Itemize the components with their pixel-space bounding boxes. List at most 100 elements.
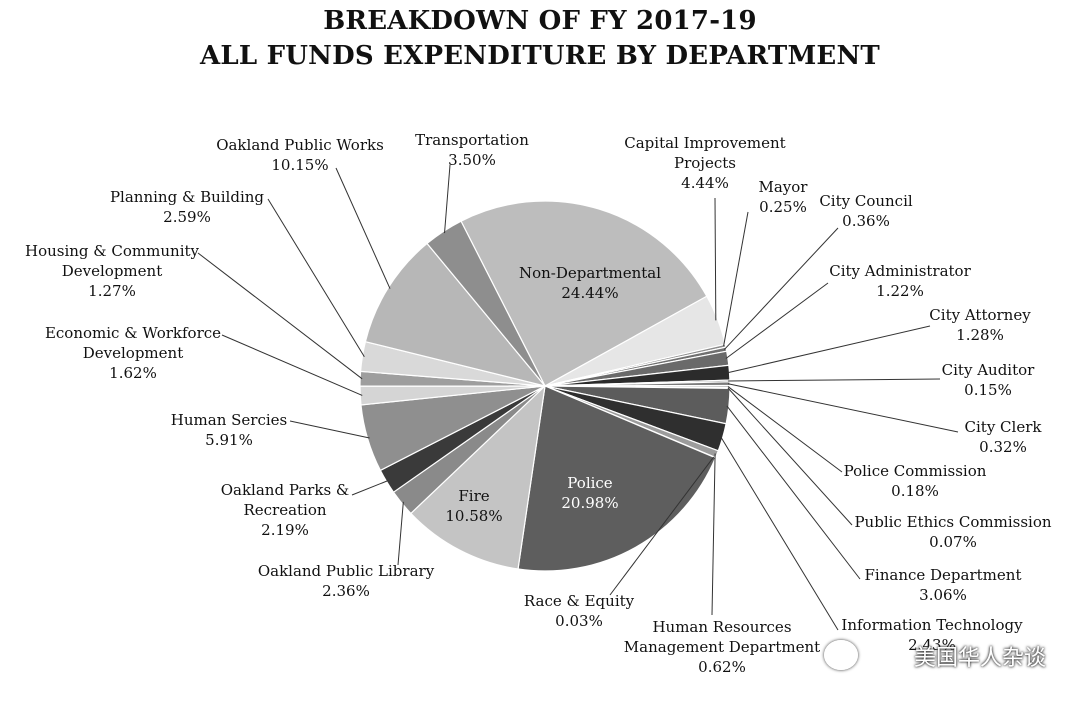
slice-label-human-sercies: Human Sercies 5.91%: [171, 411, 287, 449]
leader-line-housing-community-development: [197, 252, 363, 380]
leader-line-city-clerk: [727, 383, 959, 433]
slice-label-line: 1.22%: [876, 282, 924, 300]
slice-label-line: City Administrator: [829, 262, 971, 280]
slice-label-line: 0.07%: [929, 533, 977, 551]
slice-label-line: Development: [62, 262, 162, 280]
slice-label-line: Police: [567, 474, 613, 492]
leader-line-city-council: [723, 227, 839, 350]
slice-label-line: Management Department: [624, 638, 820, 656]
slice-label-line: 3.50%: [448, 151, 496, 169]
slice-label-human-resources-management-department: Human Resources Management Department 0.62…: [624, 618, 820, 676]
leader-line-public-ethics-commission: [727, 387, 853, 526]
slice-label-line: 20.98%: [561, 494, 618, 512]
slice-label-transportation: Transportation 3.50%: [415, 131, 529, 169]
leader-line-city-attorney: [727, 325, 931, 374]
leader-line-capital-improvement-projects: [714, 197, 717, 321]
slice-label-line: 1.27%: [88, 282, 136, 300]
wechat-icon: [824, 640, 858, 670]
slice-label-line: 2.59%: [163, 208, 211, 226]
slice-label-line: Economic & Workforce: [45, 324, 221, 342]
leader-line-oakland-public-library: [397, 501, 404, 566]
slice-label-planning-building: Planning & Building 2.59%: [110, 188, 264, 226]
slice-label-line: 2.43%: [908, 636, 956, 654]
slice-label-line: Finance Department: [865, 566, 1022, 584]
watermark-text: 美国华人杂谈: [913, 646, 1046, 671]
slice-label-line: City Auditor: [942, 361, 1035, 379]
chart-subtitle: ALL FUNDS EXPENDITURE BY DEPARTMENT: [200, 41, 880, 71]
slice-label-line: Human Sercies: [171, 411, 287, 429]
pie-slice-non-departmental: [460, 200, 708, 387]
slice-label-line: Mayor: [759, 178, 809, 196]
pie-slice-fire: [410, 384, 546, 570]
pie-slices: [359, 200, 731, 572]
slice-label-line: Non-Departmental: [519, 264, 661, 282]
slice-label-housing-community-development: Housing & Community Development 1.27%: [25, 242, 200, 300]
slice-label-fire: Fire 10.58%: [445, 487, 502, 525]
slice-label-line: Development: [83, 344, 183, 362]
slice-label-line: Capital Improvement: [624, 134, 785, 152]
chart-title: BREAKDOWN OF FY 2017-19: [323, 6, 757, 36]
slice-label-line: 10.58%: [445, 507, 502, 525]
slice-label-city-attorney: City Attorney 1.28%: [929, 306, 1031, 344]
slice-label-city-clerk: City Clerk 0.32%: [965, 418, 1043, 456]
slice-label-public-ethics-commission: Public Ethics Commission 0.07%: [854, 513, 1051, 551]
slice-label-police-commission: Police Commission 0.18%: [844, 462, 987, 500]
slice-label-line: Oakland Parks &: [221, 481, 350, 499]
slice-label-line: 0.36%: [842, 212, 890, 230]
pie-slice-oakland-public-works: [364, 242, 547, 388]
slice-label-line: Projects: [674, 154, 736, 172]
slice-label-city-auditor: City Auditor 0.15%: [942, 361, 1035, 399]
leader-line-finance-department: [726, 405, 861, 580]
leader-line-economic-workforce-development: [221, 334, 363, 396]
slice-label-capital-improvement-projects: Capital Improvement Projects 4.44%: [624, 134, 785, 192]
slice-label-line: Public Ethics Commission: [854, 513, 1051, 531]
slice-label-line: 0.32%: [979, 438, 1027, 456]
slice-label-line: Transportation: [415, 131, 529, 149]
slice-label-city-council: City Council 0.36%: [819, 192, 913, 230]
slice-label-line: 0.62%: [698, 658, 746, 676]
slice-label-oakland-parks-recreation: Oakland Parks & Recreation 2.19%: [221, 481, 350, 539]
leader-line-city-auditor: [727, 378, 941, 382]
leader-line-planning-building: [267, 198, 365, 358]
slice-label-finance-department: Finance Department 3.06%: [865, 566, 1022, 604]
pie-slice-transportation: [426, 220, 546, 387]
slice-label-line: Oakland Public Works: [216, 136, 384, 154]
slice-label-line: 4.44%: [681, 174, 729, 192]
slice-label-line: Police Commission: [844, 462, 987, 480]
leader-line-police-commission: [727, 386, 843, 473]
slice-label-line: 24.44%: [561, 284, 618, 302]
slice-label-line: 0.15%: [964, 381, 1012, 399]
slice-label-line: 3.06%: [919, 586, 967, 604]
slice-label-line: City Clerk: [965, 418, 1043, 436]
slice-label-non-departmental: Non-Departmental 24.44%: [519, 264, 661, 302]
slice-label-line: 1.62%: [109, 364, 157, 382]
slice-label-line: Oakland Public Library: [258, 562, 435, 580]
slice-label-race-equity: Race & Equity 0.03%: [524, 592, 635, 630]
slice-label-line: 1.28%: [956, 326, 1004, 344]
slice-label-line: 0.25%: [759, 198, 807, 216]
leader-line-city-administrator: [725, 282, 829, 359]
pie-slice-police: [517, 385, 717, 572]
slice-label-line: Housing & Community: [25, 242, 200, 260]
slice-label-line: 5.91%: [205, 431, 253, 449]
slice-label-economic-workforce-development: Economic & Workforce Development 1.62%: [45, 324, 221, 382]
leader-line-race-equity: [609, 456, 715, 596]
slice-label-mayor: Mayor 0.25%: [759, 178, 809, 216]
slice-label-line: 2.19%: [261, 521, 309, 539]
slice-label-line: Human Resources: [652, 618, 791, 636]
slice-label-information-technology: Information Technology 2.43%: [841, 616, 1023, 654]
slice-labels: Non-Departmental 24.44% Capital Improvemen…: [25, 131, 1052, 676]
slice-label-line: Fire: [458, 487, 489, 505]
slice-label-line: 0.18%: [891, 482, 939, 500]
slice-label-line: Information Technology: [841, 616, 1023, 634]
leader-lines: [197, 164, 959, 631]
leader-line-human-sercies: [289, 420, 370, 439]
leader-line-oakland-public-works: [335, 167, 391, 289]
leader-line-transportation: [444, 164, 451, 234]
slice-label-oakland-public-library: Oakland Public Library 2.36%: [258, 562, 435, 600]
slice-label-police: Police 20.98%: [561, 474, 618, 512]
leader-line-oakland-parks-recreation: [351, 480, 389, 496]
slice-label-line: Planning & Building: [110, 188, 264, 206]
slice-label-line: 10.15%: [271, 156, 328, 174]
